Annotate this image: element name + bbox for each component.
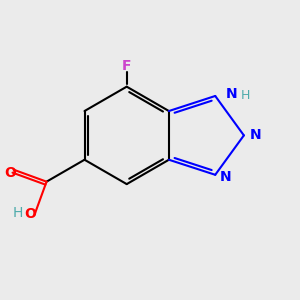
Text: H: H	[241, 89, 250, 103]
Text: O: O	[4, 166, 16, 180]
Text: O: O	[25, 207, 37, 221]
Text: N: N	[220, 170, 232, 184]
Text: N: N	[250, 128, 261, 142]
Text: F: F	[122, 59, 131, 73]
Text: N: N	[226, 87, 238, 101]
Text: H: H	[12, 206, 23, 220]
